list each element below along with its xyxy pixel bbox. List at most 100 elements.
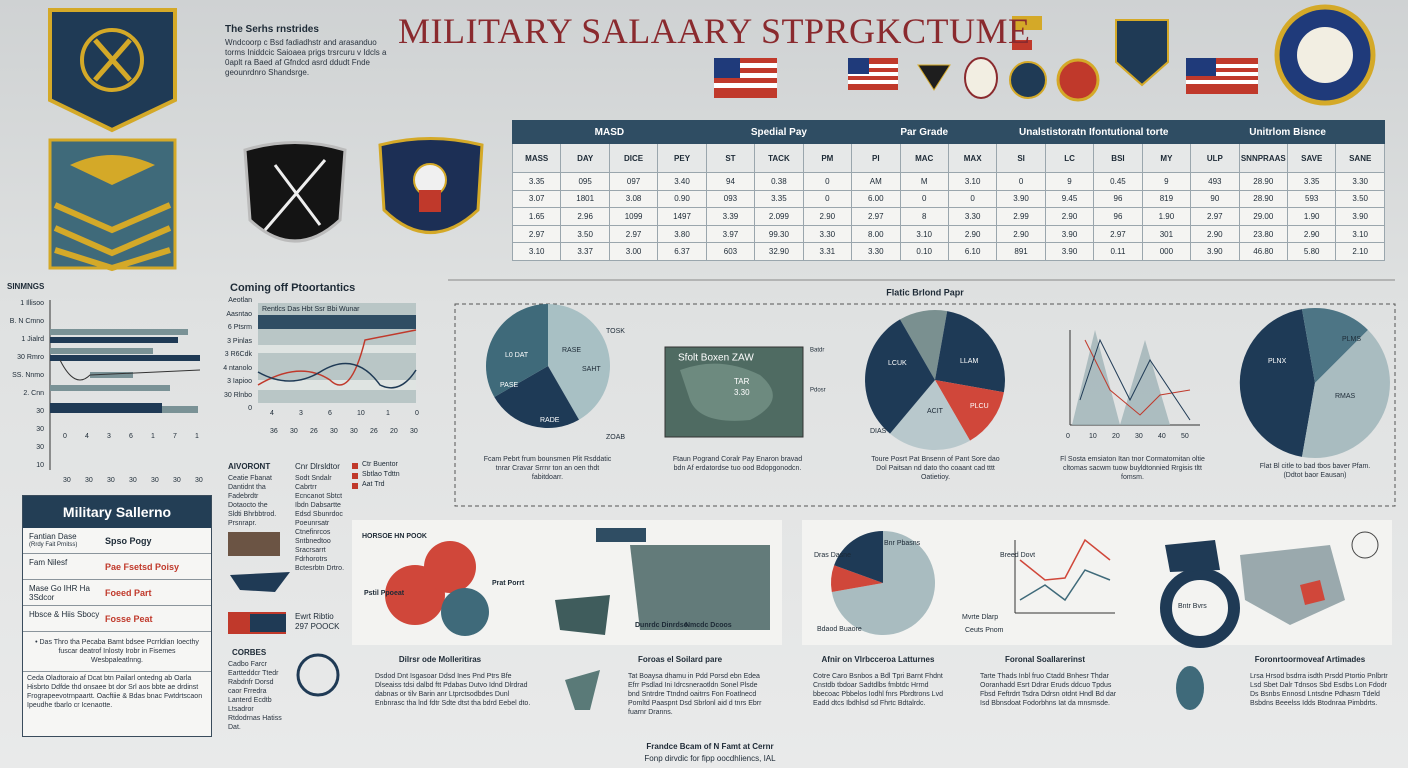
note-text: Ceatie Fbanat Dantidnt tha Fadebrdtr Dot… (228, 475, 277, 527)
label: 20 (390, 428, 398, 435)
pie-slice (900, 310, 948, 380)
salary-sub: (Rrdy Fait Prnitss) (29, 542, 78, 548)
label: Breed Dovt (1000, 552, 1036, 559)
section-text: Cotre Caro Bsnbos a Bdl Tpri Barnt Fhdnt… (813, 673, 943, 707)
table-cell: AM (851, 172, 901, 191)
table-cell: 1.90 (1286, 207, 1337, 226)
ribbon (1012, 40, 1032, 50)
trend (1084, 339, 1191, 416)
label: SAHT (582, 366, 601, 373)
section-text: Dsdod Dnt Isgasoar Ddsd Ines Pnd Ptrs Bf… (375, 673, 531, 707)
table-cell: 3.39 (705, 207, 756, 226)
table-cell: 3.40 (657, 172, 707, 191)
salary-label: Mase Go IHR Ha 3Sdcor (29, 584, 90, 602)
emblem (917, 64, 951, 91)
table-cell: 8.00 (851, 224, 901, 244)
map-label: 3.30 (734, 388, 750, 397)
label: PLMS (1342, 336, 1362, 343)
label: RMAS (1335, 393, 1356, 400)
label: 3 R6Cdk (224, 351, 252, 358)
band (258, 345, 416, 353)
table-cell: 3.10 (1335, 224, 1385, 244)
pie-slice (1302, 307, 1368, 383)
label: 3 (107, 433, 111, 440)
vehicle-icon (1165, 540, 1220, 572)
label: 1 Jialrd (21, 336, 44, 343)
label: 3 Iapioo (227, 378, 252, 385)
rank-badge (48, 8, 177, 133)
salary-box: Military Sallerno Fantian Dase (Rrdy Fait… (22, 495, 212, 737)
table-cell: 0.90 (657, 189, 707, 209)
column-header: MAX (947, 143, 998, 173)
intro-text: Wndcoorp c Bsd fadiadhstr and arasanduo … (225, 38, 387, 77)
note-value: 297 POOCK (295, 622, 340, 631)
chart-title: SINMNGS (7, 282, 45, 291)
table-cell: 1.90 (1141, 207, 1192, 226)
table-cell: 94 (705, 172, 756, 191)
table-cell: 0 (802, 189, 853, 209)
column-header: DAY (560, 143, 610, 173)
group-header: Unitrlom Bisnce (1190, 120, 1385, 144)
column-header: SANE (1335, 143, 1385, 173)
table-cell: 3.08 (608, 189, 659, 209)
table-cell: 32.90 (754, 242, 804, 261)
table-cell: 593 (1286, 189, 1337, 209)
emblem (1056, 58, 1100, 102)
donut (1160, 568, 1240, 648)
label: 30 (290, 428, 298, 435)
table-cell: 2.10 (1335, 242, 1385, 261)
table-cell: 29.00 (1238, 207, 1289, 226)
table-cell: 0 (947, 189, 998, 209)
trend (59, 359, 201, 381)
label: Prat Porrt (492, 580, 525, 587)
pie-slice (831, 530, 936, 636)
label: 30 (63, 477, 71, 484)
table-cell: 3.90 (1044, 242, 1095, 261)
label: 0 (1066, 433, 1070, 440)
table-cell: 3.90 (996, 189, 1046, 209)
table-cell: 000 (1141, 242, 1192, 261)
medal-icon (1176, 666, 1204, 710)
chart-title: Coming off Ptoortantics (230, 282, 355, 294)
table-cell: 093 (705, 189, 756, 209)
group-row: MASD Spedial Pay Par Grade Unalstistoratn I… (512, 120, 1385, 144)
pie-slice (1302, 330, 1390, 459)
salary-value: Spso Pogy (105, 536, 152, 546)
table-cell: 1.65 (511, 207, 562, 226)
label: 6 (328, 410, 332, 417)
column-header: SNNPRAAS (1238, 143, 1289, 173)
label: 0 (63, 433, 67, 440)
pie-slice (935, 380, 1004, 441)
section-title: Dilrsr ode Molleritiras (398, 655, 482, 664)
footer-line: Frandce Bcam of N Famt at Cernr (646, 742, 774, 751)
label: 4 (270, 410, 274, 417)
label: 30 (195, 477, 203, 484)
label: 26 (370, 428, 378, 435)
bubble (424, 541, 476, 593)
bar-shape (50, 385, 170, 391)
emblem (964, 57, 998, 99)
terrain (630, 545, 770, 630)
table-cell: 2.97 (851, 207, 901, 226)
chevrons (53, 202, 172, 272)
emblem-icon (296, 653, 340, 697)
label: 26 (310, 428, 318, 435)
salary-rows: Fantian Dase (Rrdy Fait Prnitss) Spso Pogy… (23, 528, 211, 632)
column-header: MASS (511, 143, 562, 173)
table-cell: 46.80 (1238, 242, 1289, 261)
bar-shape (50, 403, 162, 413)
table-cell: 9 (1044, 172, 1095, 191)
legend: Rentlcs Das Hbt Ssr Bbi Wunar (262, 306, 360, 313)
flag (1186, 58, 1258, 94)
great-seal-center (1297, 27, 1353, 83)
label: 30 (36, 444, 44, 451)
section-title: Foronrtoormoveaf Artimades (1254, 655, 1366, 664)
table-cell: 3.10 (899, 224, 949, 244)
note-title: Cnr Dlrsldtor (295, 462, 340, 471)
table-cell: 819 (1141, 189, 1192, 209)
map-shape (1240, 545, 1345, 625)
label: 20 (1112, 433, 1120, 440)
label: Sbtlao Tdttn (362, 471, 400, 478)
bar-shape (50, 348, 153, 354)
label: 10 (36, 462, 44, 469)
